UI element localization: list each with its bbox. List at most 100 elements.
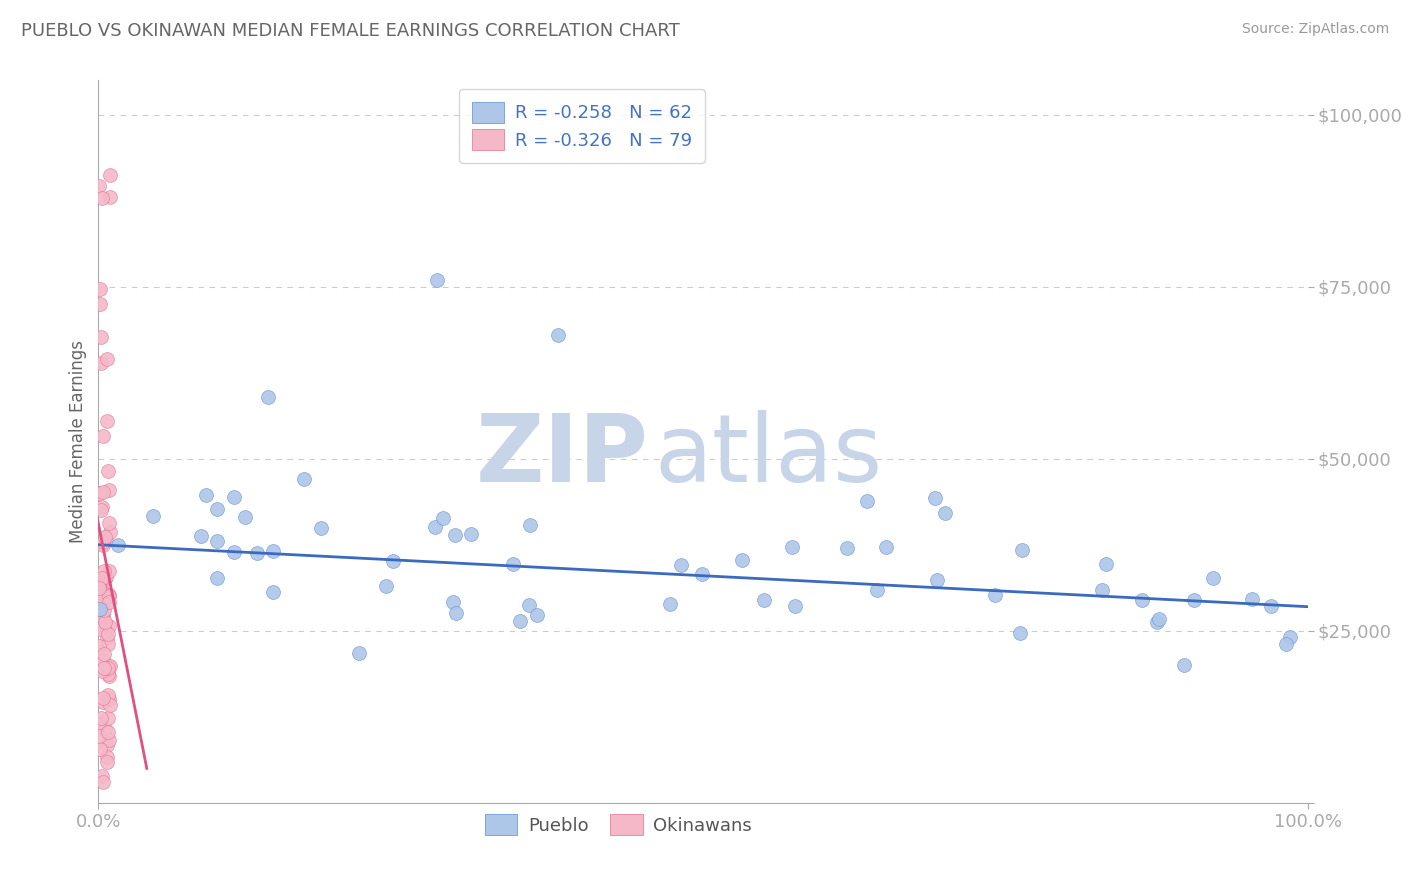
Point (96, 631, 118, 645)
Point (98, 516, 121, 530)
Point (90, 571, 112, 585)
Point (90, 503, 112, 517)
Point (927, 573, 949, 587)
Y-axis label: Median Female Earnings: Median Female Earnings (69, 340, 87, 543)
Point (97, 661, 120, 675)
Point (502, 557, 524, 571)
Point (94, 530, 117, 544)
Point (97, 637, 120, 651)
Point (934, 506, 956, 520)
Point (205, 533, 228, 548)
Point (89, 589, 111, 603)
Point (517, 598, 540, 612)
Point (94, 570, 117, 584)
Point (93, 648, 115, 662)
Text: atlas: atlas (655, 410, 883, 502)
Point (837, 541, 859, 555)
Point (107, 538, 129, 552)
Text: Source: ZipAtlas.com: Source: ZipAtlas.com (1241, 22, 1389, 37)
Point (309, 521, 332, 535)
Point (256, 390, 278, 404)
Point (87, 615, 110, 630)
Point (659, 597, 682, 611)
Point (87, 586, 110, 600)
Point (98, 483, 121, 498)
Point (222, 490, 245, 504)
Point (100, 659, 122, 673)
Point (94, 534, 117, 549)
Point (89, 729, 111, 743)
Point (96, 755, 118, 769)
Point (93, 620, 115, 634)
Point (93, 610, 115, 624)
Point (89, 622, 111, 636)
Point (89, 715, 111, 730)
Point (93, 653, 115, 667)
Text: PUEBLO VS OKINAWAN MEDIAN FEMALE EARNINGS CORRELATION CHART: PUEBLO VS OKINAWAN MEDIAN FEMALE EARNING… (21, 22, 681, 40)
Point (96, 586, 118, 600)
Point (97, 711, 120, 725)
Point (87, 579, 110, 593)
Point (93, 538, 115, 552)
Point (783, 599, 806, 614)
Point (519, 518, 541, 533)
Point (87, 179, 110, 194)
Text: ZIP: ZIP (475, 410, 648, 502)
Point (98, 588, 121, 602)
Point (94, 722, 117, 736)
Point (752, 592, 775, 607)
Point (432, 511, 454, 525)
Point (669, 558, 692, 573)
Point (446, 607, 468, 621)
Point (96, 590, 118, 604)
Point (97, 564, 120, 578)
Point (1275, 637, 1298, 651)
Point (866, 583, 889, 598)
Point (190, 529, 212, 543)
Point (207, 571, 229, 585)
Point (224, 545, 246, 559)
Point (96, 414, 118, 428)
Point (89, 297, 111, 311)
Legend: Pueblo, Okinawans: Pueblo, Okinawans (475, 805, 761, 845)
Point (443, 528, 465, 542)
Point (93, 661, 115, 675)
Point (89, 742, 111, 756)
Point (875, 541, 897, 555)
Point (292, 472, 315, 486)
Point (94, 615, 117, 630)
Point (91, 534, 114, 549)
Point (97, 619, 120, 633)
Point (96, 352, 118, 367)
Point (195, 487, 218, 501)
Point (984, 589, 1007, 603)
Point (97, 627, 120, 641)
Point (1095, 557, 1118, 571)
Point (1091, 582, 1114, 597)
Point (91, 775, 114, 789)
Point (89, 282, 111, 296)
Point (91, 606, 114, 620)
Point (87, 486, 110, 500)
Point (1173, 658, 1195, 673)
Point (97, 667, 120, 681)
Point (90, 711, 112, 725)
Point (205, 502, 228, 516)
Point (246, 546, 269, 560)
Point (98, 524, 121, 539)
Point (1202, 571, 1225, 585)
Point (1240, 591, 1263, 606)
Point (89, 602, 111, 616)
Point (262, 544, 284, 558)
Point (97, 464, 120, 478)
Point (100, 698, 122, 713)
Point (97, 733, 120, 747)
Point (91, 664, 114, 678)
Point (142, 509, 165, 524)
Point (97, 725, 120, 739)
Point (97, 658, 120, 673)
Point (97, 595, 120, 609)
Point (856, 494, 879, 508)
Point (93, 564, 115, 578)
Point (375, 579, 398, 593)
